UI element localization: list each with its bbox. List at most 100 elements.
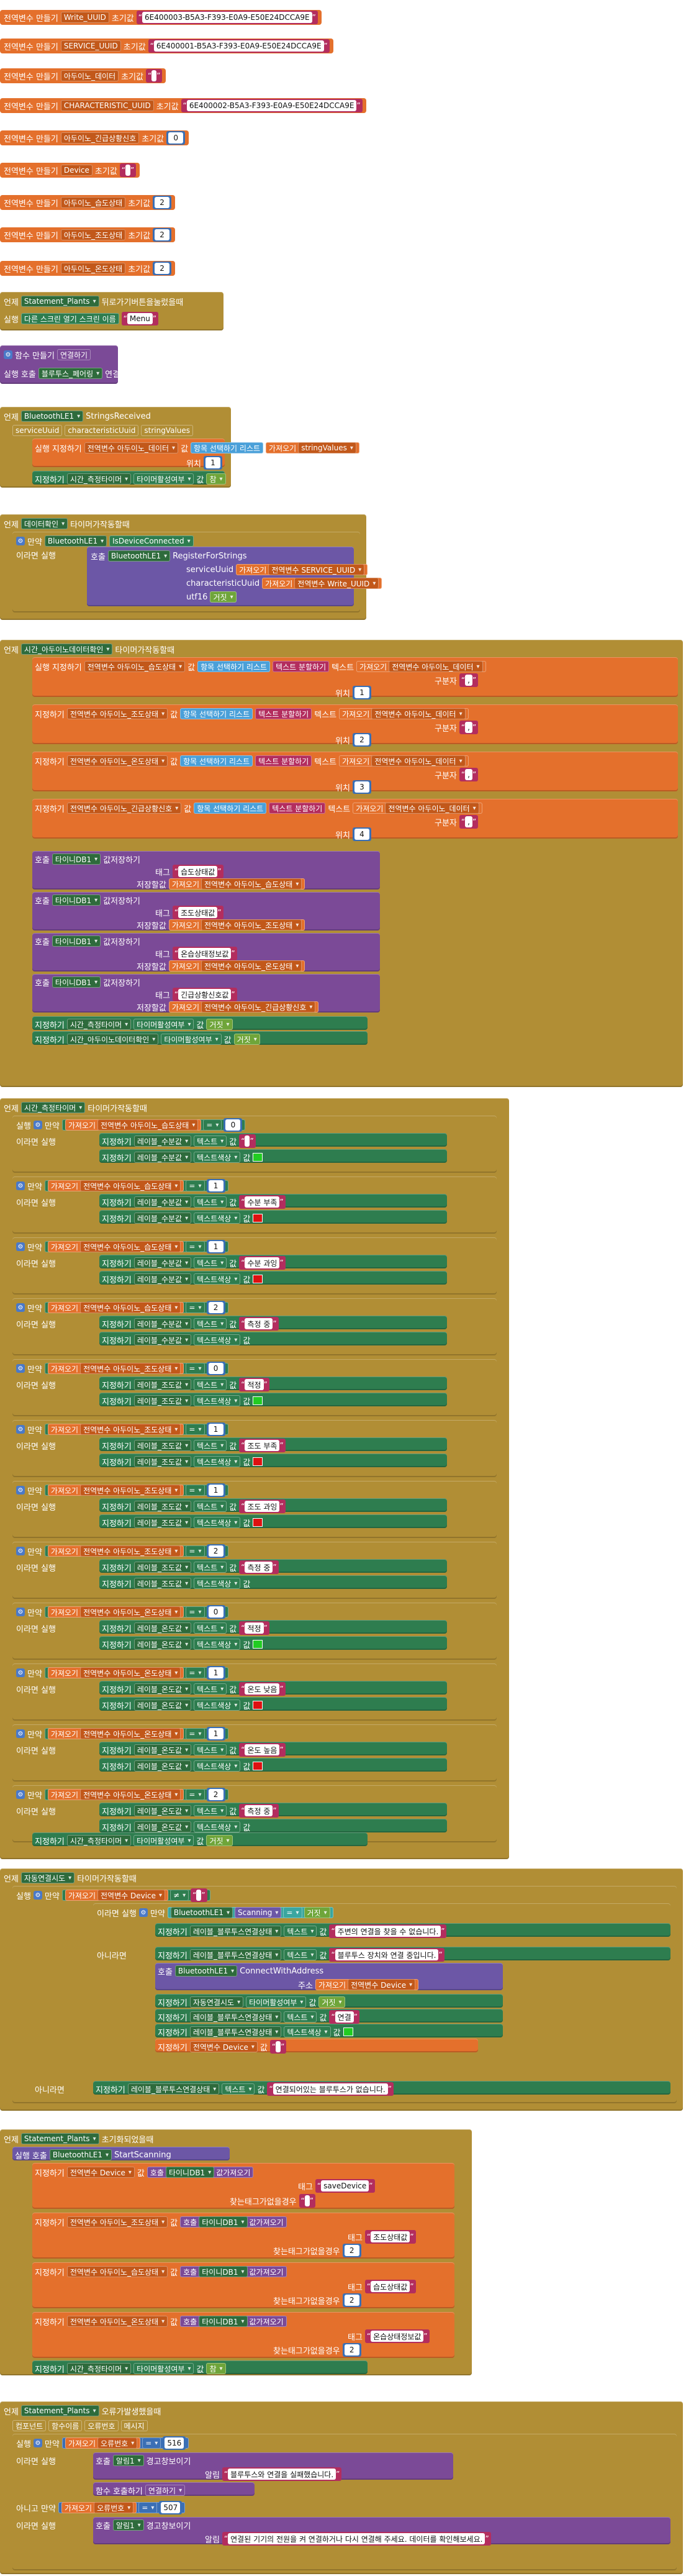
- variable-name-dropdown[interactable]: 전역변수 아두이노_조도상태: [80, 1363, 181, 1374]
- list-select-block[interactable]: 항목 선택하기 리스트: [180, 708, 253, 719]
- component-dropdown[interactable]: BluetoothLE1: [49, 2149, 112, 2160]
- property-dropdown[interactable]: 텍스트색상: [194, 1213, 241, 1224]
- get-variable-block[interactable]: 가져오기 전역변수 아두이노_긴급상황신호: [168, 1001, 319, 1013]
- property-dropdown[interactable]: 텍스트: [284, 1926, 317, 1937]
- number-value[interactable]: 1: [208, 1728, 223, 1739]
- text-block[interactable]: “온습상태정보값”: [364, 2329, 430, 2343]
- compare-block[interactable]: BluetoothLE1Scanning=거짓: [167, 1907, 333, 1918]
- number-block[interactable]: 0: [223, 1118, 243, 1132]
- gear-icon[interactable]: ⚙: [33, 1121, 42, 1129]
- variable-name-dropdown[interactable]: 전역변수 Write_UUID: [294, 578, 379, 589]
- text-block[interactable]: “,”: [459, 768, 479, 781]
- variable-name-dropdown[interactable]: 오류번호: [94, 2502, 134, 2513]
- initial-number-block[interactable]: 0: [166, 131, 186, 145]
- variable-name-field[interactable]: 아두이노_조도상태: [60, 229, 126, 240]
- boolean-block[interactable]: 거짓: [206, 1835, 233, 1846]
- text-value[interactable]: [276, 2041, 281, 2052]
- component-dropdown[interactable]: 레이블_블루투스연결상태: [189, 1926, 282, 1937]
- variable-name-dropdown[interactable]: 전역변수 아두이노_조도상태: [80, 1485, 181, 1496]
- procedure-dropdown[interactable]: 연결하기: [145, 2485, 186, 2496]
- variable-name-dropdown[interactable]: 전역변수 아두이노_습도상태: [201, 878, 302, 890]
- text-block[interactable]: “측정 중”: [239, 1560, 279, 1574]
- text-block[interactable]: “수분 과잉”: [239, 1256, 286, 1270]
- get-variable-block[interactable]: 가져오기 오류번호: [61, 2502, 137, 2513]
- number-block[interactable]: 1: [203, 456, 222, 470]
- text-value[interactable]: 6E400003-B5A3-F393-E0A9-E50E24DCCA9E: [142, 12, 312, 23]
- variable-name-dropdown[interactable]: 전역변수 아두이노_긴급상황신호: [66, 803, 182, 814]
- split-text-block[interactable]: 텍스트 분할하기: [255, 708, 312, 719]
- event-parameter[interactable]: characteristicUuid: [65, 425, 139, 436]
- call-block[interactable]: 다른 스크린 열기 스크린 이름: [20, 313, 119, 324]
- text-value[interactable]: 긴급상황신호값: [178, 989, 232, 1000]
- component-dropdown[interactable]: 레이블_조도값: [133, 1501, 192, 1512]
- gear-icon[interactable]: ⚙: [33, 2439, 42, 2447]
- get-variable-block[interactable]: 가져오기 전역변수 아두이노_데이터: [356, 661, 486, 672]
- gear-icon[interactable]: ⚙: [16, 1242, 25, 1251]
- number-value[interactable]: 0: [168, 132, 184, 143]
- get-value-block[interactable]: 호출타이니DB1값가져오기: [180, 2216, 287, 2228]
- text-value[interactable]: 조도상태값: [178, 907, 218, 918]
- number-value[interactable]: 1: [205, 457, 220, 468]
- number-block[interactable]: 4: [352, 827, 371, 841]
- get-variable-block[interactable]: 가져오기 전역변수 아두이노_온도상태: [47, 1728, 184, 1739]
- text-block[interactable]: “적정”: [239, 1621, 269, 1635]
- initial-number-block[interactable]: 2: [153, 262, 172, 275]
- property-dropdown[interactable]: 타이머활성여부: [133, 1835, 194, 1846]
- gear-icon[interactable]: ⚙: [33, 1891, 42, 1900]
- operator-dropdown[interactable]: =: [186, 1363, 205, 1374]
- text-value[interactable]: 측정 중: [245, 1318, 273, 1329]
- color-green-swatch[interactable]: [343, 2028, 353, 2036]
- component-dropdown[interactable]: 시간_측정타이머: [66, 1835, 132, 1846]
- property-dropdown[interactable]: 텍스트: [194, 1683, 227, 1695]
- variable-name-dropdown[interactable]: 전역변수 아두이노_조도상태: [80, 1545, 181, 1557]
- number-value[interactable]: 0: [208, 1606, 223, 1618]
- component-dropdown[interactable]: 레이블_조도값: [133, 1578, 192, 1589]
- text-value[interactable]: 조도상태값: [371, 2231, 410, 2242]
- component-dropdown[interactable]: 타이니DB1: [199, 2266, 248, 2277]
- initial-text-block[interactable]: “6E400003-B5A3-F393-E0A9-E50E24DCCA9E”: [136, 11, 318, 24]
- component-dropdown[interactable]: 레이블_조도값: [133, 1517, 192, 1528]
- variable-name-field[interactable]: 아두이노_습도상태: [60, 197, 126, 208]
- number-value[interactable]: 1: [354, 687, 369, 698]
- operator-dropdown[interactable]: =: [186, 1789, 205, 1800]
- operator-dropdown[interactable]: =: [186, 1606, 205, 1618]
- property-dropdown[interactable]: 텍스트: [222, 2083, 255, 2095]
- number-value[interactable]: 2: [155, 263, 170, 274]
- number-value[interactable]: 507: [161, 2502, 181, 2513]
- split-text-block[interactable]: 텍스트 분할하기: [269, 803, 326, 814]
- text-value[interactable]: Menu: [127, 313, 153, 324]
- text-block[interactable]: “,”: [459, 673, 479, 687]
- property-dropdown[interactable]: 타이머활성여부: [246, 1996, 307, 2008]
- text-block[interactable]: “적정”: [239, 1378, 269, 1391]
- gear-icon[interactable]: ⚙: [4, 350, 12, 359]
- number-value[interactable]: 2: [208, 1545, 223, 1557]
- component-dropdown[interactable]: 레이블_온도값: [133, 1805, 192, 1816]
- component-dropdown[interactable]: 레이블_블루투스연결상태: [127, 2083, 220, 2095]
- boolean-block[interactable]: 거짓: [233, 1034, 260, 1045]
- property-dropdown[interactable]: 텍스트: [194, 1805, 227, 1816]
- number-value[interactable]: 1: [208, 1485, 223, 1496]
- gear-icon[interactable]: ⚙: [16, 537, 25, 545]
- property-dropdown[interactable]: 텍스트: [194, 1501, 227, 1512]
- property-dropdown[interactable]: 텍스트색상: [284, 2026, 331, 2037]
- variable-name-dropdown[interactable]: 전역변수 아두이노_온도상태: [66, 755, 168, 767]
- property-dropdown[interactable]: 텍스트색상: [194, 1273, 241, 1285]
- text-value[interactable]: ,: [465, 675, 472, 686]
- text-block[interactable]: “연결”: [329, 2010, 359, 2024]
- variable-name-dropdown[interactable]: 전역변수 Device: [97, 1890, 166, 1901]
- number-value[interactable]: 2: [208, 1302, 223, 1313]
- component-dropdown[interactable]: 블루투스_페어링: [38, 368, 103, 379]
- number-block[interactable]: 1: [352, 686, 371, 699]
- property-dropdown[interactable]: 텍스트: [194, 1196, 227, 1208]
- text-value[interactable]: 블루투스와 연결을 실패했습니다.: [228, 2469, 336, 2480]
- get-variable-block[interactable]: 가져오기 전역변수 Device: [65, 1890, 169, 1901]
- get-variable-block[interactable]: 가져오기 전역변수 아두이노_습도상태: [65, 1119, 202, 1131]
